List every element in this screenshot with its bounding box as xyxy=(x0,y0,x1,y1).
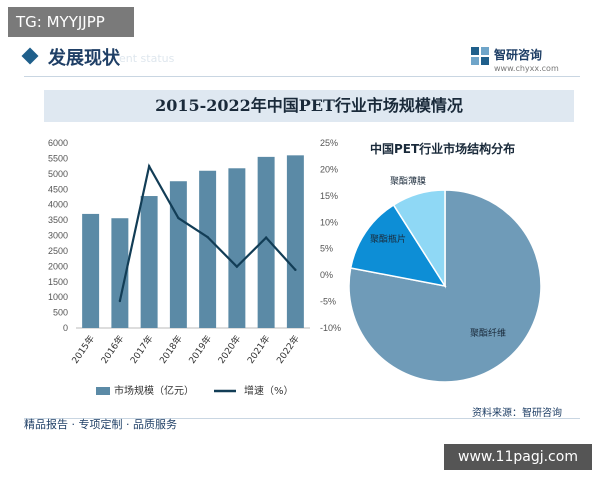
brand-logo: 智研咨询 www.chyxx.com xyxy=(470,44,580,78)
line-point xyxy=(235,265,239,268)
pie-label: 聚酯瓶片 xyxy=(370,233,406,245)
x-tick-label: 2020年 xyxy=(215,333,243,366)
logo-url: www.chyxx.com xyxy=(494,64,559,73)
bar xyxy=(257,156,275,328)
pie-chart-title: 中国PET行业市场结构分布 xyxy=(370,142,516,156)
watermark-tag: TG: MYYJJPP xyxy=(8,7,134,37)
bar xyxy=(140,196,158,328)
logo-mark-icon xyxy=(471,47,489,65)
legend-swatch-bar xyxy=(96,387,110,395)
y2-tick-label: 5% xyxy=(320,244,333,254)
y-tick-label: 4000 xyxy=(48,200,68,210)
x-tick-label: 2018年 xyxy=(157,333,185,366)
y-tick-label: 2000 xyxy=(48,261,68,271)
legend-label: 市场规模（亿元） xyxy=(114,384,194,397)
line-point xyxy=(147,165,151,168)
bar xyxy=(169,181,187,328)
y-tick-label: 3500 xyxy=(48,215,68,225)
bar xyxy=(199,170,217,328)
x-tick-label: 2021年 xyxy=(244,333,272,366)
pie-slice xyxy=(392,189,446,289)
logo-name: 智研咨询 xyxy=(494,48,543,62)
y-tick-label: 500 xyxy=(53,308,68,318)
x-tick-label: 2015年 xyxy=(69,333,97,366)
y2-tick-label: 15% xyxy=(320,191,338,201)
y-tick-label: 4500 xyxy=(48,184,68,194)
y-tick-label: 5000 xyxy=(48,169,68,179)
y2-tick-label: 10% xyxy=(320,217,338,227)
bar xyxy=(228,168,246,328)
y-tick-label: 5500 xyxy=(48,153,68,163)
footer-tagline: 精品报告 · 专项定制 · 品质服务 xyxy=(24,418,177,431)
y-tick-label: 3000 xyxy=(48,231,68,241)
data-source: 资料来源：智研咨询 xyxy=(472,408,562,419)
line-point xyxy=(118,299,122,303)
pie-slice xyxy=(348,189,542,383)
pie-label: 聚酯纤维 xyxy=(470,327,506,339)
line-point xyxy=(264,236,268,239)
pie-slice xyxy=(349,203,447,288)
bar xyxy=(286,155,304,328)
x-tick-label: 2022年 xyxy=(274,333,302,366)
y2-tick-label: -5% xyxy=(320,297,336,307)
y2-tick-label: 25% xyxy=(320,138,338,148)
pie-label: 聚酯薄膜 xyxy=(390,175,426,187)
header-divider xyxy=(24,76,580,77)
bar xyxy=(82,213,100,328)
y2-tick-label: 20% xyxy=(320,164,338,174)
x-tick-label: 2017年 xyxy=(127,333,155,366)
y2-tick-label: 0% xyxy=(320,270,333,280)
bar xyxy=(111,218,129,328)
y-tick-label: 1500 xyxy=(48,277,68,287)
watermark-url: www.11pagj.com xyxy=(444,444,592,470)
line-point xyxy=(206,235,209,239)
y-tick-label: 2500 xyxy=(48,246,68,256)
x-tick-label: 2016年 xyxy=(98,333,126,366)
y-tick-label: 1000 xyxy=(48,292,68,302)
footer-divider xyxy=(24,418,580,419)
x-tick-label: 2019年 xyxy=(186,333,214,366)
y2-tick-label: -10% xyxy=(320,323,341,333)
y-tick-label: 6000 xyxy=(48,138,68,148)
section-title: 发展现状 xyxy=(48,48,120,69)
y-tick-label: 0 xyxy=(63,323,68,333)
line-point xyxy=(177,216,180,220)
line-point xyxy=(294,268,297,272)
legend-label: 增速（%） xyxy=(244,384,294,397)
chart-title: 2015-2022年中国PET行业市场规模情况 xyxy=(155,96,463,115)
section-ghost-text: ent status xyxy=(119,52,175,65)
chart-title-band: 2015-2022年中国PET行业市场规模情况 xyxy=(44,90,574,122)
